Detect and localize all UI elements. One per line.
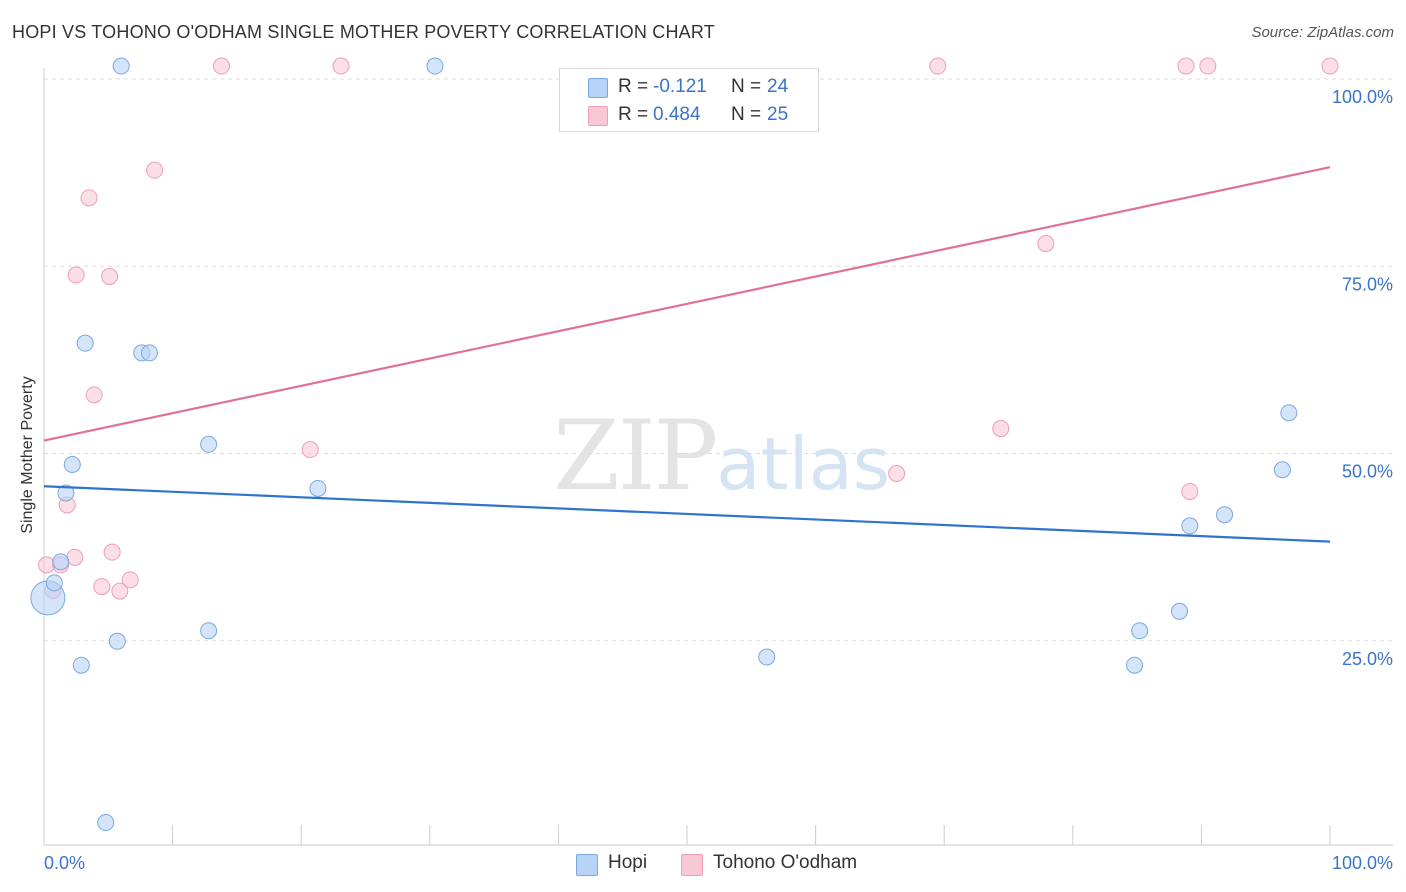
hopi-point-16 <box>758 648 776 666</box>
tohono-point-11 <box>111 582 129 600</box>
tohono-trend-line <box>43 166 1331 442</box>
watermark-zip: ZIP <box>553 400 718 512</box>
gridlines <box>44 78 1393 642</box>
trend-lines <box>43 166 1331 543</box>
hopi-point-17 <box>1126 656 1144 674</box>
hopi-point-3 <box>57 484 75 502</box>
tohono-n-value: 25 <box>767 104 789 125</box>
axes <box>43 68 1393 846</box>
hopi-r-label: R = <box>618 76 649 97</box>
hopi-point-23 <box>1280 404 1298 422</box>
hopi-point-19 <box>1171 602 1189 620</box>
tohono-point-23 <box>1199 57 1217 75</box>
hopi-trend-line <box>43 485 1331 543</box>
watermark-atlas: atlas <box>716 422 891 506</box>
hopi-point-4 <box>63 456 81 474</box>
tohono-n-label: N = <box>731 104 762 125</box>
y-tick-label-25: 25.0% <box>1342 649 1393 669</box>
tohono-point-21 <box>1177 57 1195 75</box>
tohono-point-4 <box>66 548 84 566</box>
stats-row-hopi: R = -0.121 N = 24 <box>560 73 818 101</box>
tohono-point-19 <box>992 420 1010 438</box>
hopi-point-9 <box>112 57 130 75</box>
tick-labels: 25.0% 50.0% 75.0% 100.0% 0.0% 100.0% <box>44 87 1393 873</box>
x-tick-label-0: 0.0% <box>44 853 85 873</box>
hopi-point-2 <box>52 553 70 571</box>
tohono-r-label: R = <box>618 104 649 125</box>
legend-tohono-label: Tohono O'odham <box>713 852 858 873</box>
data-points <box>30 57 1339 832</box>
tohono-point-7 <box>85 386 103 404</box>
legend-hopi-swatch <box>576 854 598 876</box>
hopi-point-13 <box>200 435 218 453</box>
legend-hopi-label: Hopi <box>608 852 648 873</box>
hopi-point-18 <box>1131 622 1149 640</box>
y-tick-label-50: 50.0% <box>1342 462 1393 482</box>
tohono-point-15 <box>301 441 319 459</box>
tohono-point-8 <box>93 578 111 596</box>
tohono-r-value: 0.484 <box>653 104 701 125</box>
tohono-point-22 <box>1181 482 1199 500</box>
legend-tohono-swatch <box>681 854 703 876</box>
tohono-point-5 <box>67 266 85 284</box>
y-tick-label-75: 75.0% <box>1342 274 1393 294</box>
hopi-point-8 <box>108 632 126 650</box>
hopi-point-12 <box>200 622 218 640</box>
tohono-swatch <box>588 106 608 126</box>
tohono-point-14 <box>212 57 230 75</box>
tohono-point-20 <box>1037 235 1055 253</box>
chart-title: HOPI VS TOHONO O'ODHAM SINGLE MOTHER POV… <box>12 22 715 42</box>
hopi-r-value: -0.121 <box>653 76 707 97</box>
tohono-point-10 <box>103 543 121 561</box>
hopi-point-15 <box>426 57 444 75</box>
stats-row-tohono: R = 0.484 N = 25 <box>560 101 818 129</box>
tohono-point-16 <box>332 57 350 75</box>
watermark: ZIPatlas <box>553 400 890 512</box>
tohono-point-24 <box>1321 57 1339 75</box>
hopi-point-21 <box>1216 506 1234 524</box>
hopi-swatch <box>588 78 608 98</box>
hopi-n-value: 24 <box>767 76 789 97</box>
y-tick-label-100: 100.0% <box>1332 87 1393 107</box>
hopi-point-11 <box>140 344 158 362</box>
source-label: Source: ZipAtlas.com <box>1251 24 1394 41</box>
tohono-point-13 <box>146 161 164 179</box>
series-legend: Hopi Tohono O'odham <box>0 852 1406 876</box>
hopi-point-22 <box>1273 461 1291 479</box>
hopi-point-5 <box>72 656 90 674</box>
stats-legend: R = -0.121 N = 24 R = 0.484 N = 25 <box>559 68 819 132</box>
tohono-point-6 <box>80 189 98 207</box>
tohono-point-18 <box>888 464 906 482</box>
tohono-point-9 <box>101 268 119 286</box>
hopi-n-label: N = <box>731 76 762 97</box>
tohono-point-12 <box>121 571 139 589</box>
hopi-point-1 <box>45 574 63 592</box>
hopi-point-6 <box>76 334 94 352</box>
hopi-point-14 <box>309 479 327 497</box>
tohono-point-0 <box>38 556 56 574</box>
x-tick-label-100: 100.0% <box>1332 853 1393 873</box>
tohono-point-17 <box>929 57 947 75</box>
hopi-point-7 <box>97 814 115 832</box>
hopi-point-20 <box>1181 517 1199 535</box>
